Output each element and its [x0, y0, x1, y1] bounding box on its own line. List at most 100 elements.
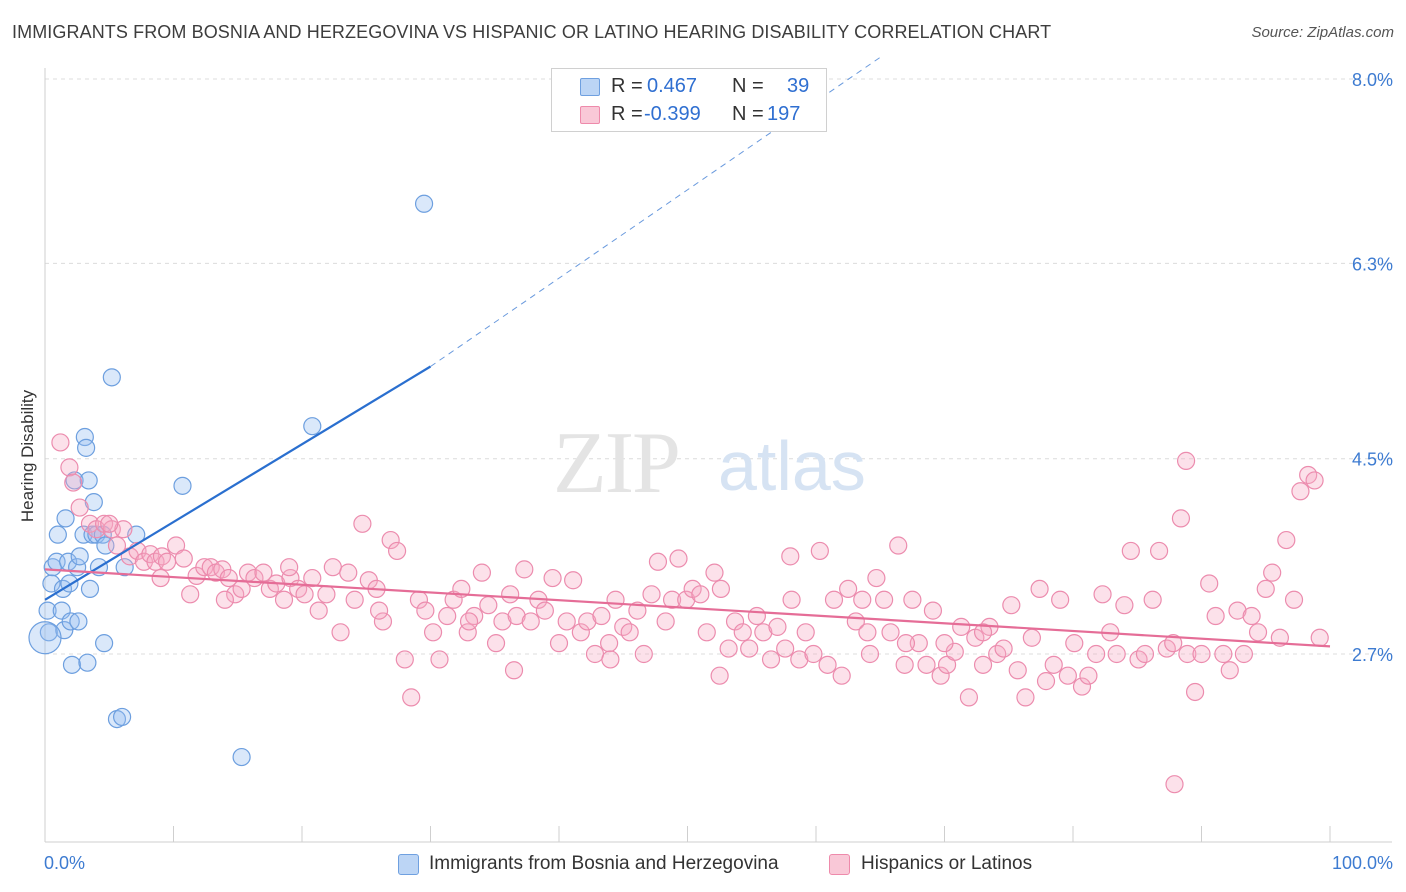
blue-legend-icon	[398, 854, 419, 875]
y-tick-label: 8.0%	[1352, 70, 1393, 90]
pink-point	[1291, 482, 1310, 501]
pink-point	[818, 655, 837, 674]
pink-point	[535, 601, 554, 620]
pink-point	[896, 634, 916, 653]
pink-point	[504, 661, 524, 680]
watermark-atlas: atlas	[718, 427, 866, 505]
pink-point	[832, 666, 851, 685]
stats-row-blue: R = 0.467 N = 39	[552, 72, 826, 100]
pink-point	[691, 585, 710, 604]
blue-point	[102, 368, 121, 387]
pink-point	[60, 458, 79, 477]
pink-point	[51, 433, 70, 452]
pink-point	[656, 612, 675, 631]
pink-point	[634, 644, 653, 664]
pink-point	[860, 644, 880, 664]
n-value: 197	[767, 103, 801, 125]
pink-point	[1087, 644, 1106, 664]
pink-point	[620, 623, 639, 642]
blue-point	[38, 601, 57, 620]
blue-point	[28, 621, 62, 655]
pink-point	[1143, 590, 1162, 609]
blue-point	[115, 558, 134, 577]
pink-point	[600, 634, 619, 653]
legend-series2: Hispanics or Latinos	[861, 853, 1033, 874]
pink-point	[323, 558, 342, 577]
legend-series1: Immigrants from Bosnia and Herzegovina	[429, 853, 779, 874]
pink-point	[781, 547, 800, 566]
pink-point	[761, 650, 781, 669]
pink-point	[585, 644, 605, 664]
pink-point	[804, 644, 823, 664]
pink-point	[858, 623, 877, 642]
blue-point	[414, 194, 434, 213]
pink-point	[1135, 644, 1155, 664]
pink-point	[430, 650, 449, 669]
pink-point	[373, 612, 393, 631]
pink-point	[309, 601, 328, 620]
n-label: N =	[732, 75, 764, 97]
pink-point	[669, 549, 688, 568]
pink-point	[100, 514, 119, 533]
pink-point	[1036, 672, 1056, 691]
pink-point	[1192, 644, 1211, 664]
pink-point	[903, 590, 922, 609]
stats-row-pink: R = -0.399 N = 197	[552, 100, 826, 128]
pink-point	[370, 601, 389, 620]
pink-point	[1206, 606, 1225, 626]
r-value: -0.399	[644, 103, 701, 125]
stats-legend: R = 0.467 N = 39 R = -0.399 N = 197	[551, 68, 827, 132]
watermark-zip: ZIP	[553, 415, 679, 512]
pink-point	[790, 650, 809, 669]
blue-point	[69, 612, 88, 631]
blue-point	[56, 509, 75, 528]
blue-point	[61, 612, 80, 631]
pink-point	[973, 623, 993, 642]
pink-point	[1164, 634, 1183, 653]
pink-point	[1220, 661, 1239, 680]
pink-point	[606, 590, 625, 609]
blue-point	[48, 525, 67, 544]
pink-point	[917, 655, 936, 674]
blue-point	[62, 655, 82, 674]
pink-point	[1176, 451, 1196, 470]
pink-point	[151, 568, 170, 588]
pink-point	[1185, 682, 1205, 702]
pink-point	[1171, 509, 1191, 528]
pink-point	[1228, 601, 1247, 620]
pink-point	[710, 666, 729, 685]
pink-point	[472, 563, 491, 582]
pink-point	[1165, 775, 1184, 794]
pink-point	[501, 585, 520, 604]
pink-point	[1072, 677, 1092, 696]
pink-point	[952, 617, 971, 636]
chart-title: IMMIGRANTS FROM BOSNIA AND HERZEGOVINA V…	[12, 22, 1052, 42]
pink-point	[543, 568, 562, 588]
pink-point	[1149, 541, 1169, 561]
r-label: R =	[611, 75, 643, 97]
pink-point	[331, 623, 350, 642]
pink-point	[114, 520, 133, 539]
pink-point	[564, 571, 583, 590]
pink-point	[839, 579, 858, 599]
pink-point	[416, 601, 435, 620]
blue-point	[84, 493, 103, 512]
blue-point	[95, 634, 114, 653]
pink-point	[438, 606, 457, 626]
pink-point	[824, 590, 844, 609]
pink-point	[303, 568, 322, 588]
pink-point	[280, 558, 299, 577]
pink-point	[479, 596, 498, 615]
pink-point	[895, 655, 914, 674]
pink-point	[705, 563, 724, 582]
pink-point	[1284, 590, 1304, 609]
pink-point	[1178, 644, 1197, 664]
y-tick-label: 2.7%	[1352, 645, 1393, 665]
pink-point	[578, 612, 597, 631]
pink-point	[387, 541, 407, 561]
pink-point	[768, 617, 787, 636]
pink-point	[181, 585, 200, 604]
blue-point	[80, 579, 100, 599]
pink-trendline	[44, 568, 1331, 648]
